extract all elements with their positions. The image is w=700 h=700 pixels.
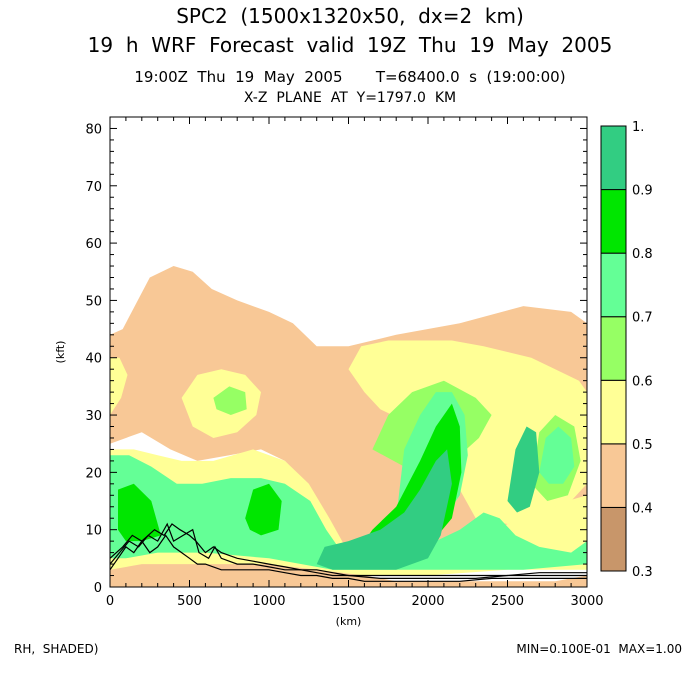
terrain-line-1 (110, 522, 587, 580)
y-tick-label-1: 10 (85, 524, 102, 539)
y-tick-label-0: 0 (94, 581, 102, 596)
shaded-field (110, 266, 587, 587)
colorbar-swatch-4 (600, 252, 627, 318)
chart-title-line1: SPC2 (1500x1320x50, dx=2 km) (176, 4, 524, 28)
min-max-label: MIN=0.100E-01 MAX=1.00 (516, 642, 682, 656)
colorbar-label-6: 0.9 (632, 184, 653, 199)
colorbar-label-1: 0.4 (632, 501, 653, 516)
rh-region-15 (316, 449, 452, 570)
plane-label: X-Z PLANE AT Y=1797.0 KM (243, 90, 457, 106)
terrain-contours (110, 522, 587, 582)
colorbar-label-3: 0.6 (632, 374, 653, 389)
colorbar-label-4: 0.7 (632, 311, 653, 326)
rh-region-11 (539, 426, 575, 484)
y-tick-label-7: 70 (85, 180, 102, 195)
y-tick-label-6: 60 (85, 237, 102, 252)
x-tick-label-3: 1500 (332, 594, 365, 609)
x-tick-label-6: 3000 (570, 594, 603, 609)
rh-region-9 (110, 455, 587, 570)
y-tick-label-2: 20 (85, 466, 102, 481)
rh-region-14 (245, 483, 282, 536)
colorbar-label-7: 1. (632, 120, 644, 135)
x-tick-label-2: 1000 (252, 594, 285, 609)
colorbar-swatch-3 (600, 316, 627, 381)
rh-region-16 (507, 426, 540, 513)
colorbar-swatch-6 (600, 125, 627, 191)
x-tick-label-5: 2500 (491, 594, 524, 609)
colorbar-label-2: 0.5 (632, 438, 653, 453)
field-label: RH, SHADED) (14, 642, 99, 656)
y-tick-label-4: 40 (85, 352, 102, 367)
colorbar-swatch-1 (600, 443, 627, 508)
colorbar-label-0: 0.3 (632, 565, 653, 580)
x-tick-label-1: 500 (177, 594, 202, 609)
valid-time-label: 19:00Z Thu 19 May 2005 T=68400.0 s (19:0… (134, 68, 566, 86)
rh-region-13 (118, 483, 161, 542)
axes: 0 500 1000 1500 2000 2500 3000 0 10 20 30 40 50 60 70 8… (54, 117, 604, 628)
terrain-line-2 (110, 523, 587, 577)
rh-region-6 (213, 386, 247, 415)
rh-region-5 (110, 357, 128, 415)
colorbar-swatch-2 (600, 379, 627, 445)
chart-title-line2: 19 h WRF Forecast valid 19Z Thu 19 May 2… (87, 33, 613, 57)
colorbar-label-5: 0.8 (632, 247, 653, 262)
x-axis-label: (km) (336, 615, 362, 628)
x-tick-label-4: 2000 (411, 594, 444, 609)
y-axis-label: (kft) (54, 341, 67, 364)
y-tick-label-3: 30 (85, 409, 102, 424)
colorbar-swatch-5 (600, 189, 627, 254)
colorbar-swatch-0 (600, 506, 627, 572)
colorbar: 0.3 0.4 0.5 0.6 0.7 0.8 0.9 1. (600, 120, 653, 580)
y-tick-label-5: 50 (85, 294, 102, 309)
x-tick-label-0: 0 (106, 594, 114, 609)
terrain-line-0 (110, 534, 587, 582)
y-tick-label-8: 80 (85, 122, 102, 137)
